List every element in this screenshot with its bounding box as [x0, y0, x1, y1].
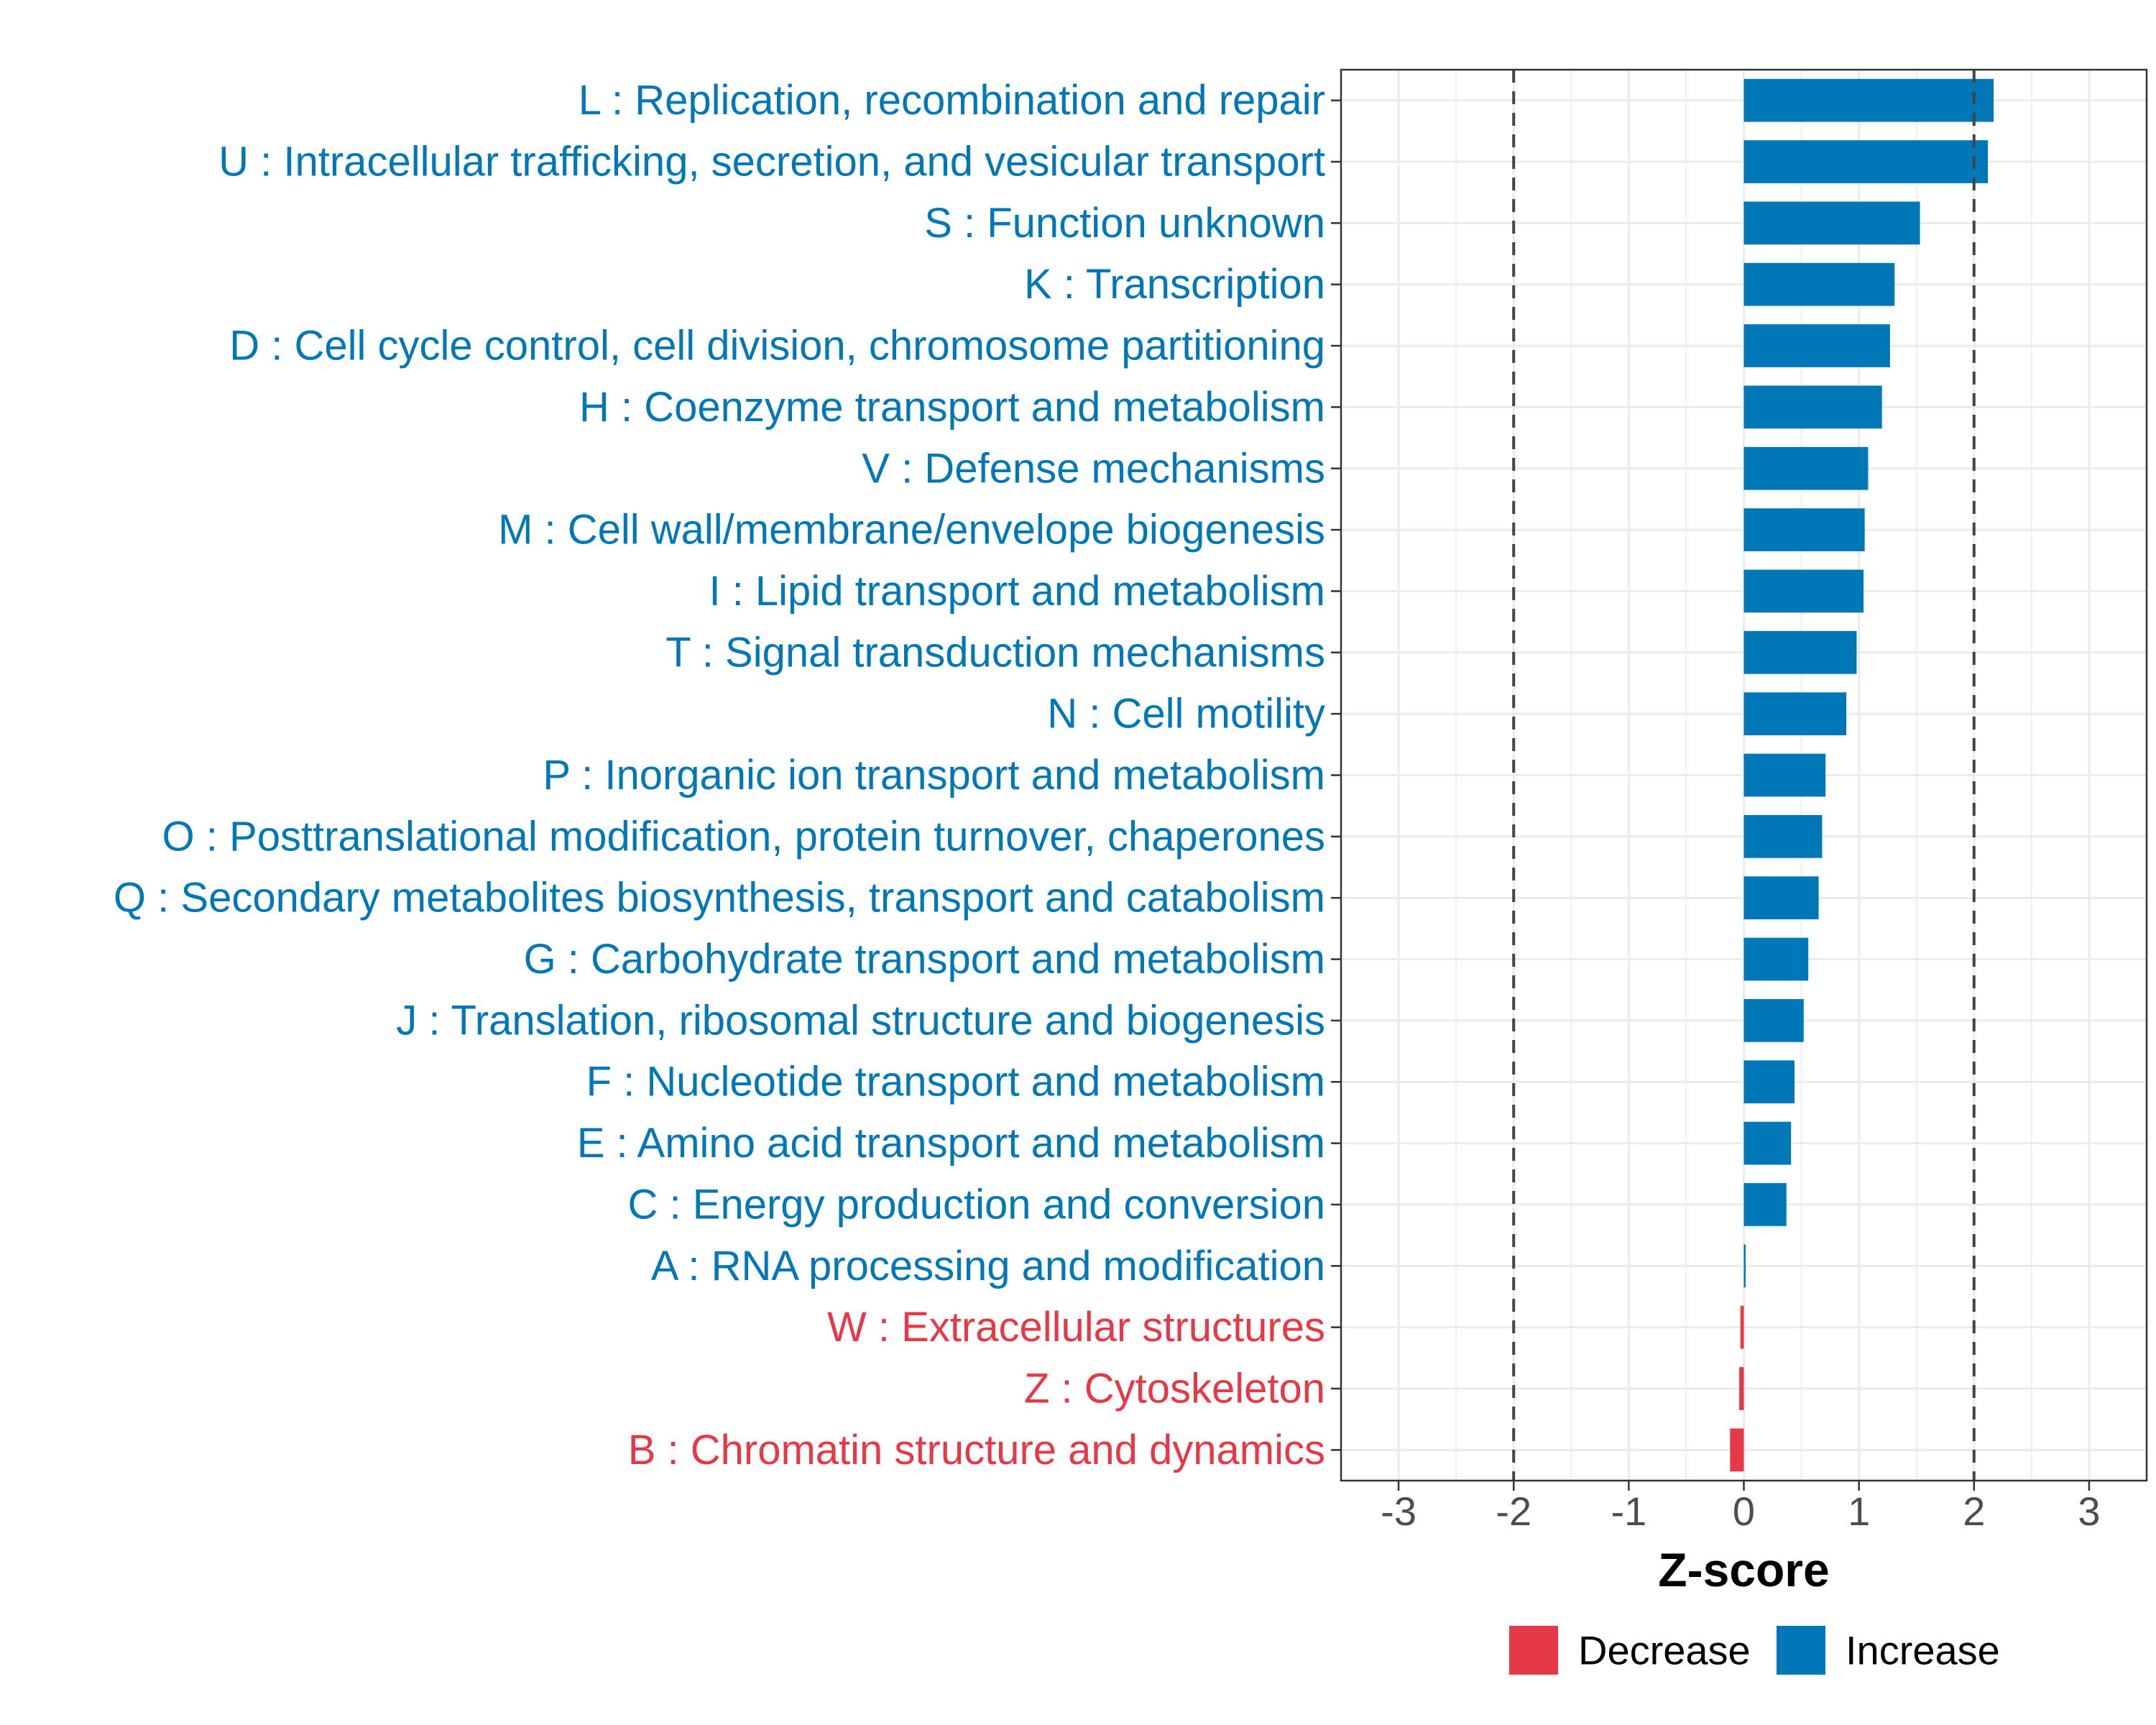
legend-label-decrease: Decrease	[1578, 1628, 1751, 1673]
bar-h	[1743, 385, 1882, 429]
bar-o	[1743, 814, 1823, 858]
category-label: B : Chromatin structure and dynamics	[628, 1427, 1325, 1473]
category-label: I : Lipid transport and metabolism	[709, 568, 1325, 615]
category-label: E : Amino acid transport and metabolism	[577, 1120, 1325, 1167]
bar-z	[1739, 1367, 1744, 1410]
bar-s	[1743, 201, 1920, 245]
x-tick-label: -3	[1381, 1489, 1416, 1534]
bar-a	[1743, 1244, 1746, 1288]
category-label: N : Cell motility	[1047, 691, 1325, 737]
x-tick-label: 3	[2078, 1489, 2100, 1534]
category-label: V : Defense mechanisms	[862, 445, 1325, 492]
category-label: W : Extracellular structures	[827, 1304, 1325, 1351]
category-label: O : Posttranslational modification, prot…	[162, 813, 1325, 860]
category-label: D : Cell cycle control, cell division, c…	[229, 323, 1325, 369]
y-axis-ticks	[1331, 99, 1341, 1451]
category-label: C : Energy production and conversion	[628, 1181, 1325, 1228]
bar-c	[1743, 1183, 1787, 1226]
legend-key-increase	[1777, 1626, 1825, 1675]
category-labels: L : Replication, recombination and repai…	[114, 77, 1325, 1473]
category-label: P : Inorganic ion transport and metaboli…	[543, 752, 1325, 799]
bar-i	[1743, 569, 1864, 613]
bar-p	[1743, 753, 1826, 797]
bar-g	[1743, 937, 1809, 981]
bar-u	[1743, 140, 1989, 183]
bar-v	[1743, 446, 1869, 490]
category-label: Q : Secondary metabolites biosynthesis, …	[114, 875, 1325, 921]
category-label: G : Carbohydrate transport and metabolis…	[524, 936, 1325, 983]
category-label: H : Coenzyme transport and metabolism	[579, 384, 1325, 431]
category-label: T : Signal transduction mechanisms	[665, 629, 1325, 676]
x-tick-label: 0	[1733, 1489, 1755, 1534]
category-label: M : Cell wall/membrane/envelope biogenes…	[498, 507, 1325, 553]
bar-w	[1740, 1305, 1744, 1349]
x-tick-label: 2	[1963, 1489, 1985, 1534]
category-label: L : Replication, recombination and repai…	[579, 77, 1325, 124]
bar-k	[1743, 262, 1895, 306]
x-axis-ticks: -3 -2 -1 0 1 2 3	[1381, 1481, 2101, 1534]
x-tick-label: -1	[1611, 1489, 1646, 1534]
x-axis-title: Z-score	[1658, 1543, 1829, 1596]
bar-e	[1743, 1121, 1792, 1165]
legend-key-decrease	[1509, 1626, 1558, 1675]
category-label: S : Function unknown	[924, 200, 1325, 247]
legend: Decrease Increase	[1509, 1626, 2000, 1675]
bar-q	[1743, 876, 1819, 920]
bar-f	[1743, 1060, 1795, 1104]
category-label: A : RNA processing and modification	[651, 1243, 1325, 1289]
category-label: Z : Cytoskeleton	[1024, 1365, 1325, 1412]
bar-d	[1743, 324, 1890, 367]
category-label: K : Transcription	[1024, 261, 1325, 308]
bar-l	[1743, 78, 1994, 122]
x-tick-label: -2	[1496, 1489, 1531, 1534]
bar-j	[1743, 999, 1804, 1042]
bar-t	[1743, 630, 1857, 674]
bars	[1730, 78, 1994, 1472]
category-label: J : Translation, ribosomal structure and…	[396, 997, 1325, 1044]
legend-label-increase: Increase	[1846, 1628, 2000, 1673]
bar-b	[1730, 1428, 1744, 1472]
reference-lines	[1512, 70, 1976, 1481]
bar-m	[1743, 508, 1865, 551]
x-tick-label: 1	[1848, 1489, 1870, 1534]
category-label: U : Intracellular trafficking, secretion…	[218, 139, 1325, 185]
category-label: F : Nucleotide transport and metabolism	[586, 1059, 1325, 1105]
bar-n	[1743, 692, 1847, 736]
